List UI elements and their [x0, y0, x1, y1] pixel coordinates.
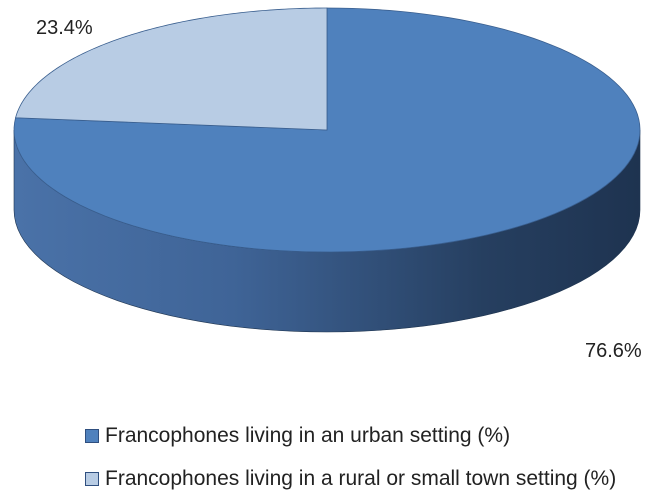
legend-item-urban: Francophones living in an urban setting … [85, 424, 510, 448]
data-label-rural: 23.4% [36, 17, 93, 39]
data-label-urban: 76.6% [585, 340, 642, 362]
legend-label-urban: Francophones living in an urban setting … [105, 424, 511, 447]
pie-slice-rural [15, 7, 328, 131]
data-labels: 76.6% 23.4% [36, 17, 642, 362]
legend-swatch-urban [85, 429, 99, 443]
legend-item-rural: Francophones living in a rural or small … [85, 467, 616, 491]
legend-label-rural: Francophones living in a rural or small … [105, 467, 617, 490]
legend-swatch-rural [85, 472, 99, 486]
pie-slices [13, 7, 641, 253]
